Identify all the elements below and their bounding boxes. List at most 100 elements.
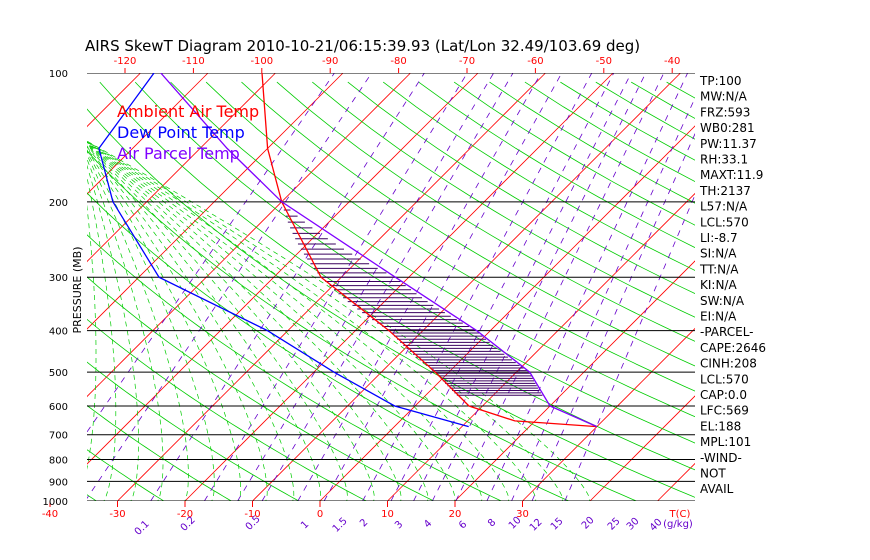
isotherm-line <box>0 73 6 501</box>
index-item: LCL:570 <box>700 215 749 229</box>
index-item: NOT <box>700 467 726 481</box>
top-tick-label: -70 <box>459 56 475 67</box>
mixing-ratio-line <box>261 73 514 501</box>
isotherm-lines <box>0 73 695 501</box>
pressure-tick-label: 300 <box>49 273 68 284</box>
dry-adiabat-line <box>241 81 695 367</box>
pressure-tick-label: 700 <box>49 431 68 442</box>
moist-adiabat-line <box>87 142 456 501</box>
dry-adiabat-line <box>134 81 695 444</box>
mixing-ratio-label: 1 <box>299 519 311 531</box>
isotherm-line <box>252 73 681 501</box>
index-item: KI:N/A <box>700 278 737 292</box>
bottom-tick-label: 30 <box>516 509 529 520</box>
moist-adiabat-line <box>87 142 429 501</box>
dry-adiabat-line <box>205 81 695 392</box>
mixing-ratio-label: 4 <box>422 518 434 530</box>
series-line-dew-point-temp <box>98 73 469 428</box>
index-item: WB0:281 <box>700 121 755 135</box>
series-line-air-parcel-temp <box>160 73 598 428</box>
mixing-ratio-label: 25 <box>606 516 623 533</box>
cape-hatching <box>282 203 543 396</box>
isotherm-line <box>319 125 695 501</box>
bottom-tick-label: 10 <box>381 509 394 520</box>
isotherm-line <box>184 73 614 501</box>
dry-adiabat-line <box>666 81 695 99</box>
pressure-tick-label: 800 <box>49 456 68 467</box>
mixing-ratio-label: 0.1 <box>133 519 152 538</box>
dry-adiabat-line <box>87 449 165 501</box>
dry-adiabat-lines <box>0 81 695 510</box>
moist-adiabat-line <box>87 146 295 501</box>
bottom-tick-label: 20 <box>449 509 462 520</box>
isotherm-line <box>87 73 209 195</box>
dry-adiabat-line <box>87 276 435 501</box>
bottom-tick-label: -40 <box>42 509 58 520</box>
dry-adiabat-line <box>524 81 695 183</box>
dry-adiabat-line <box>0 82 42 510</box>
index-item: TT:N/A <box>699 262 739 276</box>
mixing-ratio-label: 40 <box>648 517 665 534</box>
pressure-tick-label: 900 <box>49 477 68 488</box>
pressure-tick-label: 1000 <box>43 497 68 508</box>
mixing-ratio-label: 15 <box>549 516 566 533</box>
chart-title: AIRS SkewT Diagram 2010-10-21/06:15:39.9… <box>85 37 640 55</box>
dry-adiabat-line <box>87 318 368 501</box>
isotherm-line <box>87 73 411 398</box>
mixing-ratio-label: 30 <box>625 516 642 533</box>
index-item: EL:188 <box>700 419 741 433</box>
mixing-ratio-line <box>150 73 425 501</box>
index-item: RH:33.1 <box>700 153 748 167</box>
moist-adiabat-line <box>87 164 139 501</box>
bottom-tick-label: -20 <box>177 509 193 520</box>
isotherm-line <box>589 395 695 501</box>
index-item: CAPE:2646 <box>700 341 766 355</box>
pressure-axis: 100 200 300 400 500 600 700 800 900 1000 <box>43 69 68 508</box>
bottom-tick-label: -10 <box>244 509 260 520</box>
index-item: -WIND- <box>700 451 742 465</box>
mixing-ratio-line <box>431 73 647 501</box>
bottom-tick-label: 0 <box>317 509 323 520</box>
legend-entry: Air Parcel Temp <box>117 144 240 163</box>
mixing-ratio-line <box>87 73 372 500</box>
top-tick-label: -90 <box>322 56 338 67</box>
index-item: MW:N/A <box>700 90 748 104</box>
index-item: FRZ:593 <box>700 105 750 119</box>
dry-adiabat-line <box>276 81 695 342</box>
top-tick-label: -120 <box>114 56 137 67</box>
dry-adiabat-line <box>382 81 695 271</box>
top-tick-label: -100 <box>250 56 273 67</box>
top-tick-label: -80 <box>390 56 406 67</box>
pressure-tick-label: 500 <box>49 368 68 379</box>
top-tick-label: -50 <box>596 56 612 67</box>
moist-adiabat-line <box>87 175 117 501</box>
moist-adiabat-line <box>87 140 591 501</box>
pressure-tick-label: 400 <box>49 327 68 338</box>
moist-adiabat-line <box>87 141 510 501</box>
moist-adiabat-line <box>87 147 268 501</box>
top-tick-label: -40 <box>664 56 680 67</box>
isotherm-line <box>87 73 479 465</box>
index-item: EI:N/A <box>700 310 737 324</box>
mixing-ratio-line <box>323 73 563 501</box>
legend-entry: Dew Point Temp <box>117 123 245 142</box>
dry-adiabat-line <box>170 81 695 418</box>
mixing-ratio-line <box>237 73 494 501</box>
mixing-ratio-line <box>87 73 335 433</box>
index-item: -PARCEL- <box>700 325 754 339</box>
dry-adiabat-line <box>418 81 695 249</box>
mixing-ratio-line <box>564 194 695 501</box>
mixing-ratio-label: 6 <box>457 519 469 531</box>
index-item: TH:2137 <box>699 184 751 198</box>
dry-adiabat-line <box>347 81 695 295</box>
mixing-ratio-label: 2 <box>358 517 370 529</box>
index-item: AVAIL <box>700 482 734 496</box>
mixing-ratio-unit: (g/kg) <box>663 519 693 530</box>
dry-adiabat-line <box>489 81 695 204</box>
sounding-series <box>98 73 598 428</box>
isotherm-line <box>87 73 344 330</box>
isotherm-line <box>522 327 695 501</box>
index-item: CINH:208 <box>700 357 757 371</box>
isotherm-line <box>657 462 695 501</box>
